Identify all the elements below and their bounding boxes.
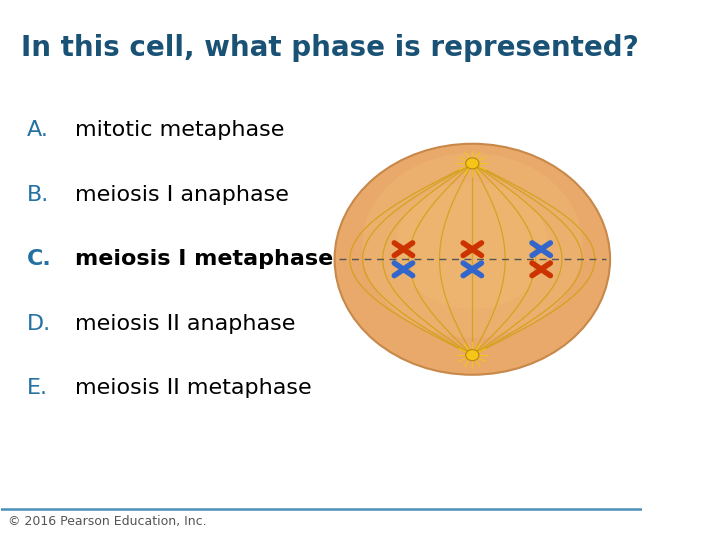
Text: In this cell, what phase is represented?: In this cell, what phase is represented? bbox=[21, 33, 639, 62]
Text: E.: E. bbox=[27, 378, 48, 398]
Text: meiosis II metaphase: meiosis II metaphase bbox=[75, 378, 312, 398]
Text: B.: B. bbox=[27, 185, 49, 205]
Text: meiosis II anaphase: meiosis II anaphase bbox=[75, 314, 295, 334]
Circle shape bbox=[466, 158, 479, 169]
Circle shape bbox=[466, 349, 479, 361]
Text: D.: D. bbox=[27, 314, 51, 334]
Text: © 2016 Pearson Education, Inc.: © 2016 Pearson Education, Inc. bbox=[8, 515, 207, 528]
Text: mitotic metaphase: mitotic metaphase bbox=[75, 120, 284, 140]
Text: C.: C. bbox=[27, 249, 52, 269]
Text: A.: A. bbox=[27, 120, 49, 140]
Text: meiosis I anaphase: meiosis I anaphase bbox=[75, 185, 289, 205]
Circle shape bbox=[335, 144, 610, 375]
Circle shape bbox=[362, 153, 582, 338]
Text: meiosis I metaphase: meiosis I metaphase bbox=[75, 249, 333, 269]
Circle shape bbox=[397, 182, 548, 309]
